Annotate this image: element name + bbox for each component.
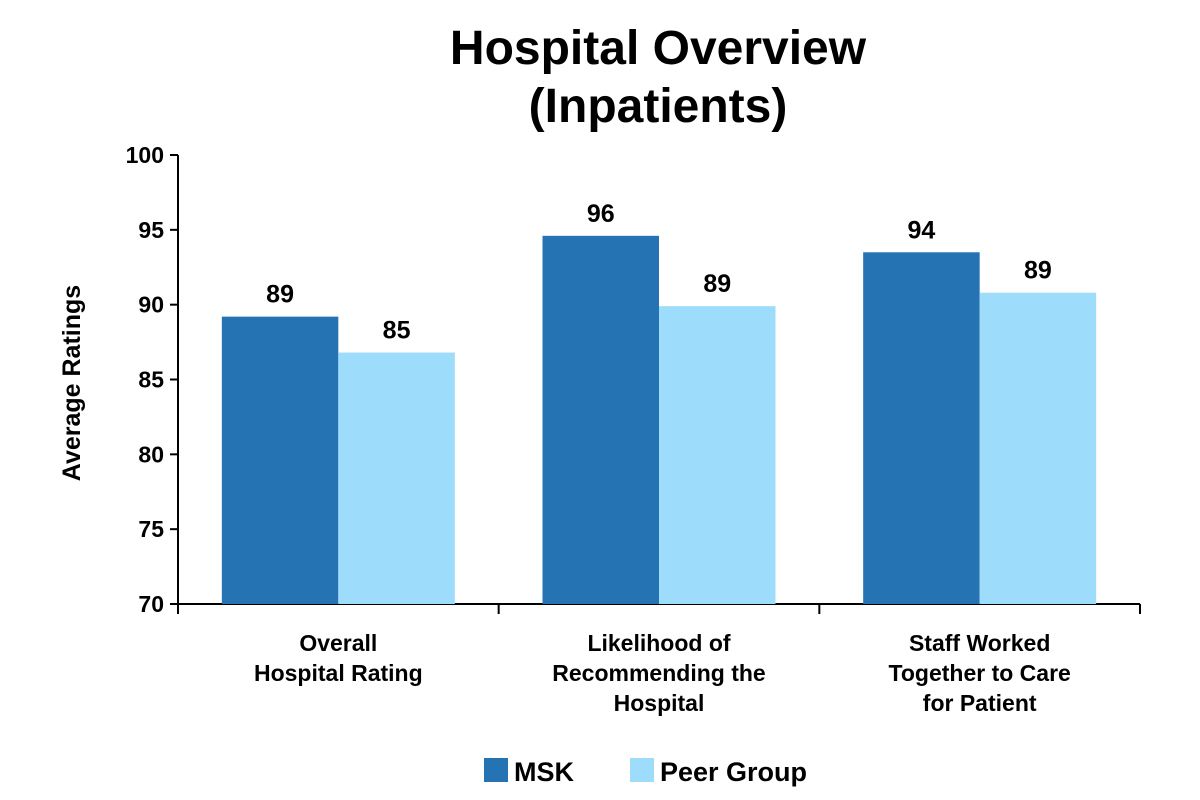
- y-tick-label: 75: [138, 516, 164, 542]
- data-label: 85: [383, 317, 411, 345]
- bar-msk: [542, 235, 659, 604]
- y-tick-label: 80: [138, 441, 164, 467]
- legend-label: Peer Group: [660, 757, 807, 787]
- y-tick-label: 95: [138, 217, 164, 243]
- data-label: 89: [266, 281, 294, 309]
- x-tick-label: Overall: [299, 630, 377, 656]
- x-tick-label: Recommending the: [552, 660, 765, 686]
- y-tick-label: 90: [138, 292, 164, 318]
- x-tick-label: Staff Worked: [909, 630, 1050, 656]
- x-tick-label: for Patient: [923, 690, 1037, 716]
- x-tick-label: Hospital: [614, 690, 705, 716]
- legend-swatch: [630, 758, 654, 782]
- data-label: 89: [703, 270, 731, 298]
- data-label: 89: [1024, 257, 1052, 285]
- y-tick-label: 70: [138, 591, 164, 617]
- y-tick-label: 100: [126, 142, 164, 168]
- bar-peer-group: [338, 352, 455, 604]
- legend-swatch: [484, 758, 508, 782]
- bar-peer-group: [979, 292, 1097, 604]
- bar-msk: [863, 252, 980, 605]
- chart-title-line: (Inpatients): [529, 80, 788, 133]
- y-axis-label: Average Ratings: [58, 285, 86, 481]
- x-tick-label: Together to Care: [889, 660, 1071, 686]
- x-tick-label: Hospital Rating: [254, 660, 423, 686]
- legend-label: MSK: [514, 757, 575, 787]
- bar-msk: [221, 316, 339, 604]
- data-label: 94: [908, 216, 936, 244]
- y-tick-label: 85: [138, 367, 164, 393]
- bar-peer-group: [659, 306, 776, 604]
- x-tick-label: Likelihood of: [587, 630, 730, 656]
- data-label: 96: [587, 200, 615, 228]
- chart-title-line: Hospital Overview: [450, 22, 867, 75]
